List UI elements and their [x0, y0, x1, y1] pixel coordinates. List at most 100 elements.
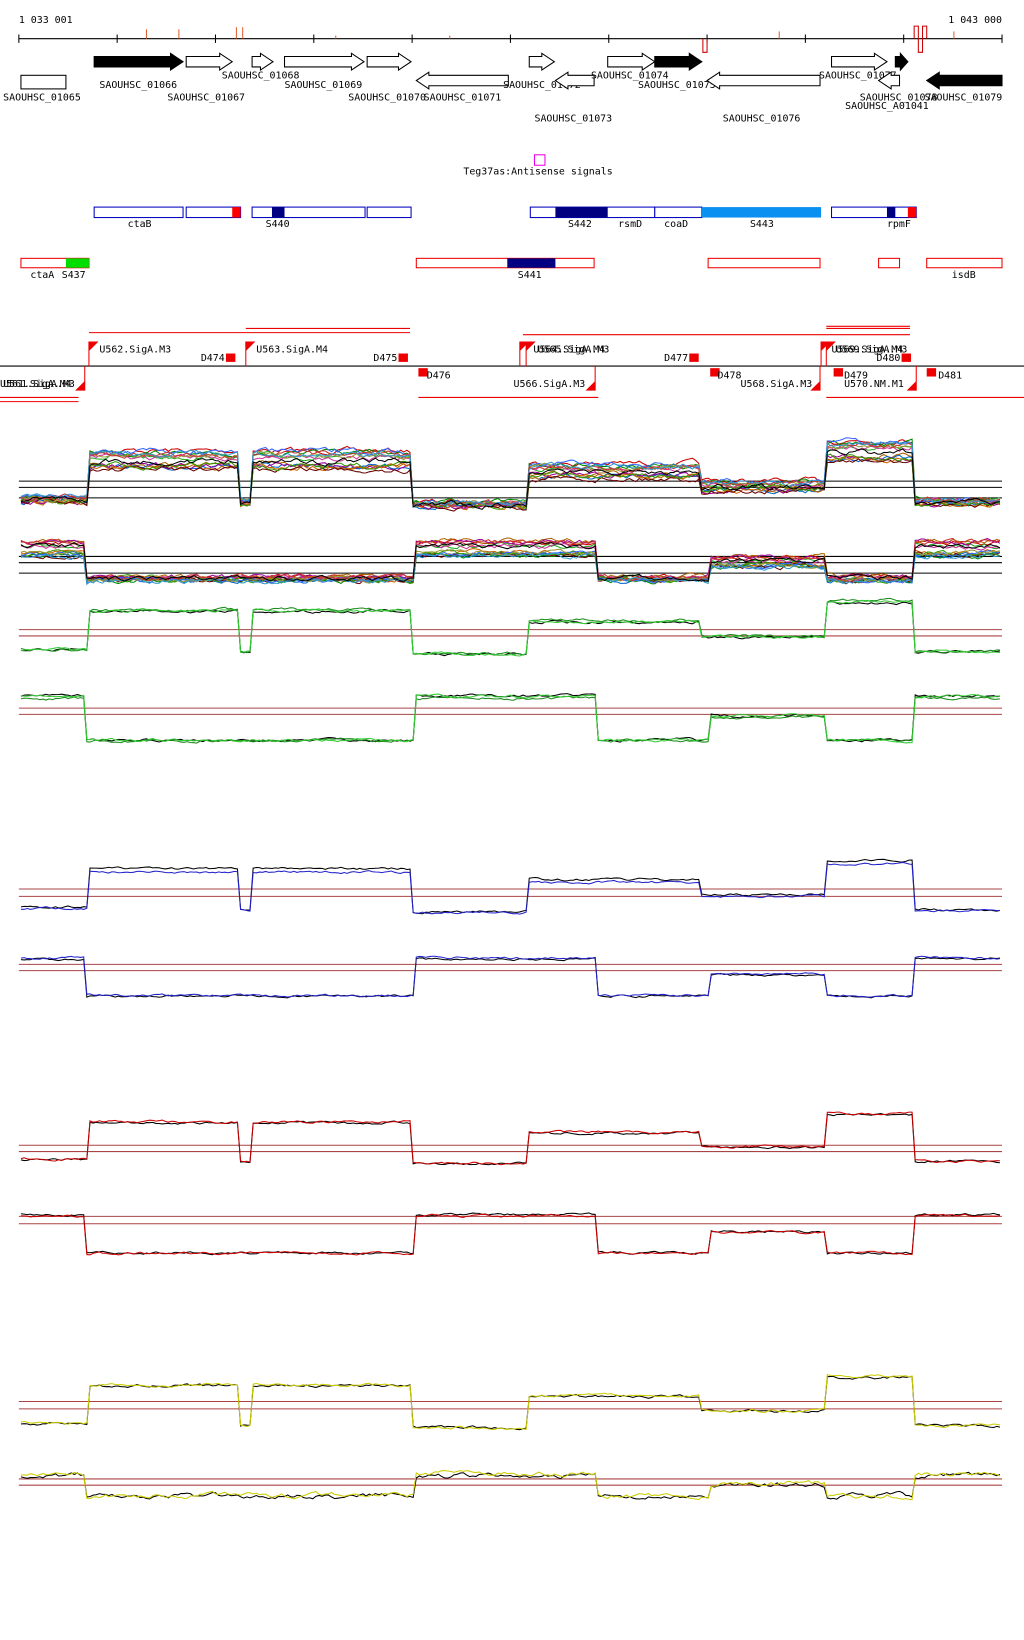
gene-label: SAOUHSC_01075	[638, 80, 716, 91]
expression-profile	[20, 443, 1001, 508]
feature-box	[654, 206, 703, 219]
gene-label: SAOUHSC_01077	[819, 70, 897, 81]
feature-block	[907, 207, 917, 218]
feature-label: S442	[568, 219, 592, 230]
promoter-label: U568.SigA.M3	[741, 379, 813, 390]
promoter-label: D477	[664, 353, 688, 364]
promoter-label: U566.SigA.M3	[514, 379, 586, 390]
promoter-flag	[820, 341, 831, 367]
promoter-label: D479	[844, 371, 868, 382]
gene	[366, 52, 413, 72]
end-coordinate: 1 043 000	[948, 15, 1002, 26]
gene-label: SAOUHSC_01073	[534, 113, 612, 124]
promoter-flag	[519, 341, 530, 367]
gene-label: SAOUHSC_01078	[860, 92, 938, 103]
gene-label: SAOUHSC_A01041	[845, 101, 929, 112]
expression-profile	[20, 441, 1001, 507]
promoter-label: U570.NM.M1	[844, 379, 904, 390]
promoter-box	[710, 368, 720, 377]
gene-label: SAOUHSC_01071	[424, 92, 502, 103]
expression-profile	[20, 548, 1001, 584]
feature-block	[701, 207, 822, 218]
feature-label: rpmF	[887, 219, 911, 230]
promoter-flag	[825, 341, 836, 367]
promoter-label: D474	[201, 353, 225, 364]
promoter-label: U561.SigA.M4	[0, 379, 72, 390]
gene	[528, 52, 556, 72]
promoter-flag	[245, 341, 256, 367]
gene	[831, 52, 888, 72]
promoter-flag	[585, 366, 596, 391]
gene	[654, 52, 703, 72]
promoter-label: U569.SigA.M3	[836, 344, 908, 355]
gene	[925, 71, 1003, 90]
antisense-marker	[533, 154, 546, 166]
feature-block	[886, 207, 896, 218]
feature-box	[366, 206, 412, 219]
promoter-flag	[810, 366, 821, 391]
gene-label: SAOUHSC_01074	[591, 70, 669, 81]
feature-box	[93, 206, 184, 219]
expression-profile	[20, 1212, 1001, 1256]
expression-profile	[20, 443, 1001, 509]
gene	[706, 71, 821, 90]
expression-profile	[20, 438, 1001, 507]
feature-label: coaD	[664, 219, 688, 230]
gene	[251, 52, 274, 72]
promoter-label: U561.SigA.M3	[3, 379, 75, 390]
expression-profile	[20, 1373, 1001, 1431]
feature-box	[415, 257, 595, 269]
feature-block	[65, 258, 89, 268]
promoter-box	[225, 353, 236, 362]
promoter-label: D480	[877, 353, 901, 364]
expression-profile	[20, 599, 1000, 657]
expression-profile	[20, 439, 1001, 508]
antisense-label: Teg37as:Antisense signals	[463, 167, 612, 178]
expression-profile	[20, 1375, 1001, 1431]
promoter-label: D476	[427, 371, 451, 382]
gene-label: SAOUHSC_01076	[723, 113, 801, 124]
expression-profile	[20, 601, 1001, 657]
gene	[607, 52, 656, 72]
expression-profile	[20, 442, 1001, 507]
expression-profile	[20, 458, 1000, 512]
feature-block	[555, 207, 608, 218]
gene	[554, 71, 595, 90]
promoter-label: U565.SigA.M3	[538, 344, 610, 355]
promoter-box	[418, 368, 428, 377]
feature-box	[878, 257, 901, 269]
feature-label: S443	[750, 219, 774, 230]
feature-label: ctaA	[30, 270, 54, 281]
expression-profile	[20, 456, 1001, 511]
promoter-label: U569.SigA.M4	[832, 344, 904, 355]
expression-profile	[20, 956, 1001, 999]
promoter-flag	[75, 366, 86, 391]
promoter-label: D478	[718, 371, 742, 382]
expression-profile	[20, 693, 1001, 743]
feature-label: S441	[518, 270, 542, 281]
feature-block	[507, 258, 556, 268]
gene	[415, 71, 509, 90]
expression-profile	[20, 1113, 1000, 1166]
expression-profile	[20, 437, 1000, 507]
promoter-box	[398, 353, 408, 362]
promoter-label: U563.SigA.M4	[256, 344, 328, 355]
gene	[93, 52, 185, 72]
gene-label: SAOUHSC_01070	[348, 92, 426, 103]
feature-label: S440	[266, 219, 290, 230]
start-coordinate: 1 033 001	[19, 15, 73, 26]
expression-profile	[20, 693, 1000, 744]
promoter-label: U562.SigA.M3	[99, 344, 171, 355]
promoter-box	[926, 368, 937, 377]
expression-profile	[20, 597, 1000, 656]
expression-profile	[20, 542, 1001, 582]
gene	[185, 52, 234, 72]
expression-profile	[20, 1471, 1001, 1500]
gene	[283, 52, 365, 72]
gene-label: SAOUHSC_01065	[3, 92, 81, 103]
gene-label: SAOUHSC_01067	[167, 92, 245, 103]
promoter-flag	[88, 341, 99, 367]
gene	[877, 71, 901, 90]
expression-profile	[20, 454, 1001, 511]
